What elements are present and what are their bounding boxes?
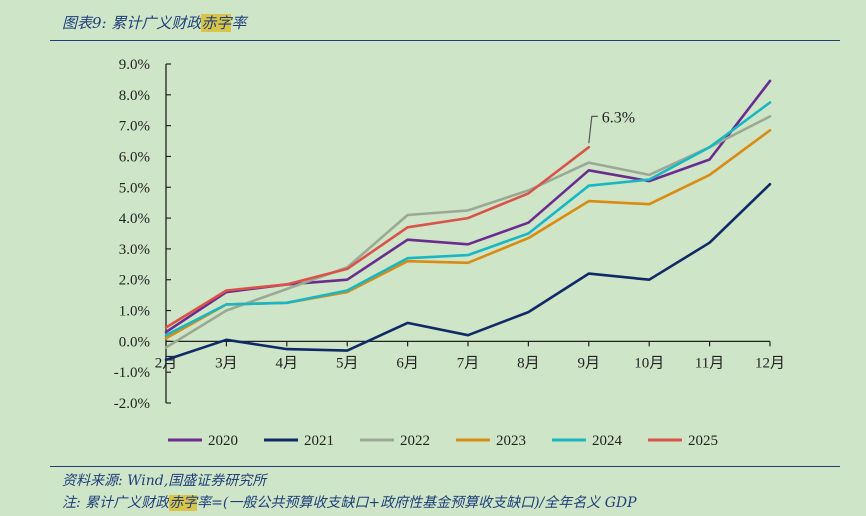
y-tick-label: 3.0%: [119, 242, 150, 258]
line-chart: -2.0% -1.0% 0.0% 1.0% 2.0% 3.0% 4.0% 5.0% 6.0% 7.…: [114, 57, 785, 449]
y-tick-label: 6.0%: [119, 149, 150, 165]
x-tick-label: 12月: [755, 355, 785, 371]
top-divider: [50, 40, 840, 41]
y-tick-label: -2.0%: [114, 396, 150, 412]
x-tick-label: 9月: [578, 355, 601, 371]
series-line-2020: [164, 79, 772, 334]
legend-label-2025: 2025: [688, 433, 718, 449]
x-tick-label: 8月: [517, 355, 540, 371]
formula-note: 注: 累计广义财政赤字率=(一般公共预算收支缺口+政府性基金预算收支缺口)/全年…: [62, 495, 637, 511]
y-tick-label: 9.0%: [119, 57, 150, 73]
annotation-label: 6.3%: [602, 109, 635, 126]
x-tick-label: 7月: [457, 355, 480, 371]
y-tick-label: 7.0%: [119, 119, 150, 135]
bottom-divider: [50, 466, 840, 467]
x-tick-label: 4月: [276, 355, 299, 371]
legend-label-2024: 2024: [592, 433, 623, 449]
title-highlight: 赤字: [201, 14, 232, 32]
y-tick-label: 4.0%: [119, 211, 150, 227]
legend-label-2021: 2021: [304, 433, 334, 449]
x-tick-label: 3月: [215, 355, 238, 371]
y-tick-label: 1.0%: [119, 304, 150, 320]
y-tick-label: -1.0%: [114, 365, 150, 381]
legend-label-2022: 2022: [400, 433, 430, 449]
source-note: 资料来源: Wind,国盛证券研究所: [62, 473, 267, 489]
x-tick-label: 6月: [396, 355, 419, 371]
x-tick-label: 5月: [336, 355, 359, 371]
figure-title: 图表9: 累计广义财政赤字率: [62, 14, 247, 32]
y-tick-label: 2.0%: [119, 273, 150, 289]
series-line-2025: [164, 145, 591, 329]
x-tick-label: 10月: [634, 355, 664, 371]
series-line-2022: [164, 115, 772, 349]
legend-label-2020: 2020: [208, 433, 238, 449]
legend-label-2023: 2023: [496, 433, 526, 449]
annotation-leader: [588, 115, 598, 144]
y-tick-label: 8.0%: [119, 88, 150, 104]
x-tick-label: 11月: [695, 355, 724, 371]
y-tick-label: 0.0%: [119, 334, 150, 350]
series-line-2021: [164, 182, 772, 362]
y-tick-label: 5.0%: [119, 180, 150, 196]
series-line-2024: [164, 101, 772, 337]
note-highlight: 赤字: [169, 495, 198, 511]
